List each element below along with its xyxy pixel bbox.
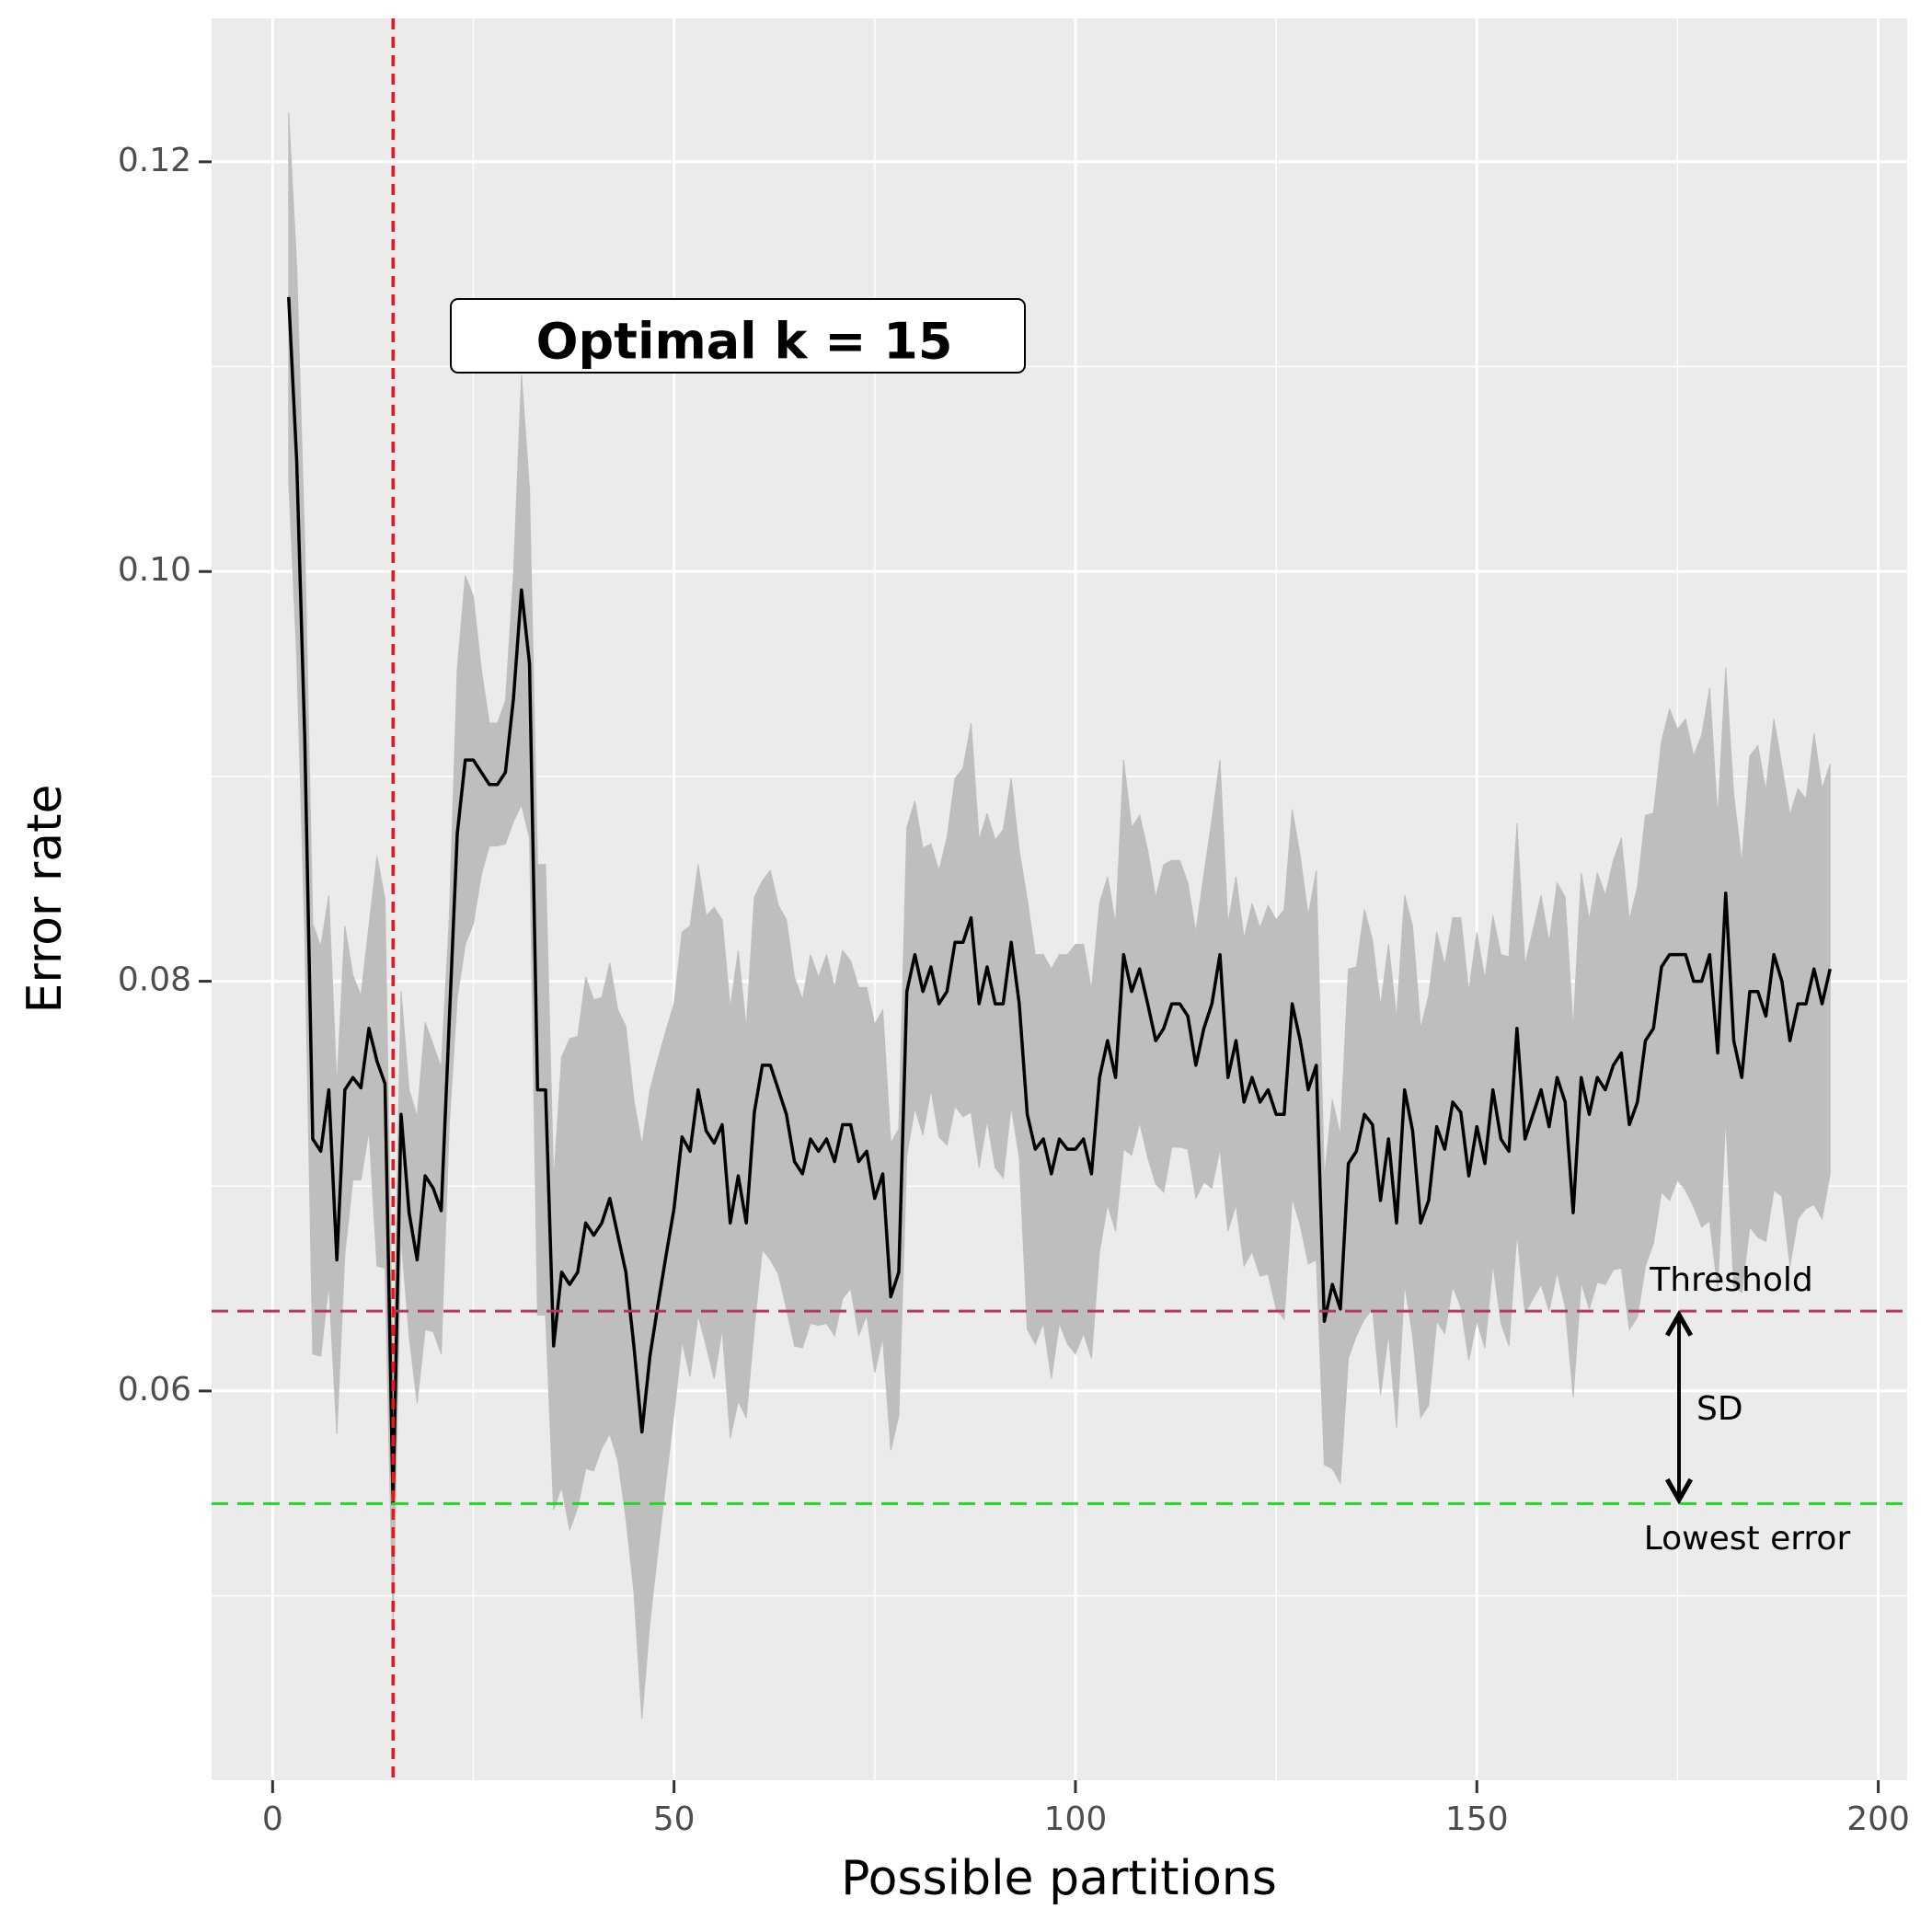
x-tick-label: 0 [262, 1800, 283, 1838]
y-tick-label: 0.06 [118, 1371, 191, 1409]
x-tick-label: 200 [1846, 1800, 1910, 1838]
lowest-label: Lowest error [1644, 1520, 1851, 1558]
y-tick-label: 0.10 [118, 551, 191, 589]
y-tick-label: 0.08 [118, 961, 191, 999]
x-tick-label: 150 [1445, 1800, 1509, 1838]
sd-label: SD [1696, 1390, 1743, 1428]
error-line [287, 296, 1832, 1506]
y-tick-label: 0.12 [118, 142, 191, 179]
x-axis-title: Possible partitions [841, 1851, 1277, 1906]
annotation-box [450, 298, 1026, 374]
threshold-label: Threshold [1649, 1261, 1812, 1299]
x-tick-label: 100 [1044, 1800, 1108, 1838]
x-tick-label: 50 [653, 1800, 696, 1838]
y-axis-title: Error rate [17, 785, 73, 1014]
optimal-label: Optimal k = 15 [536, 313, 953, 371]
